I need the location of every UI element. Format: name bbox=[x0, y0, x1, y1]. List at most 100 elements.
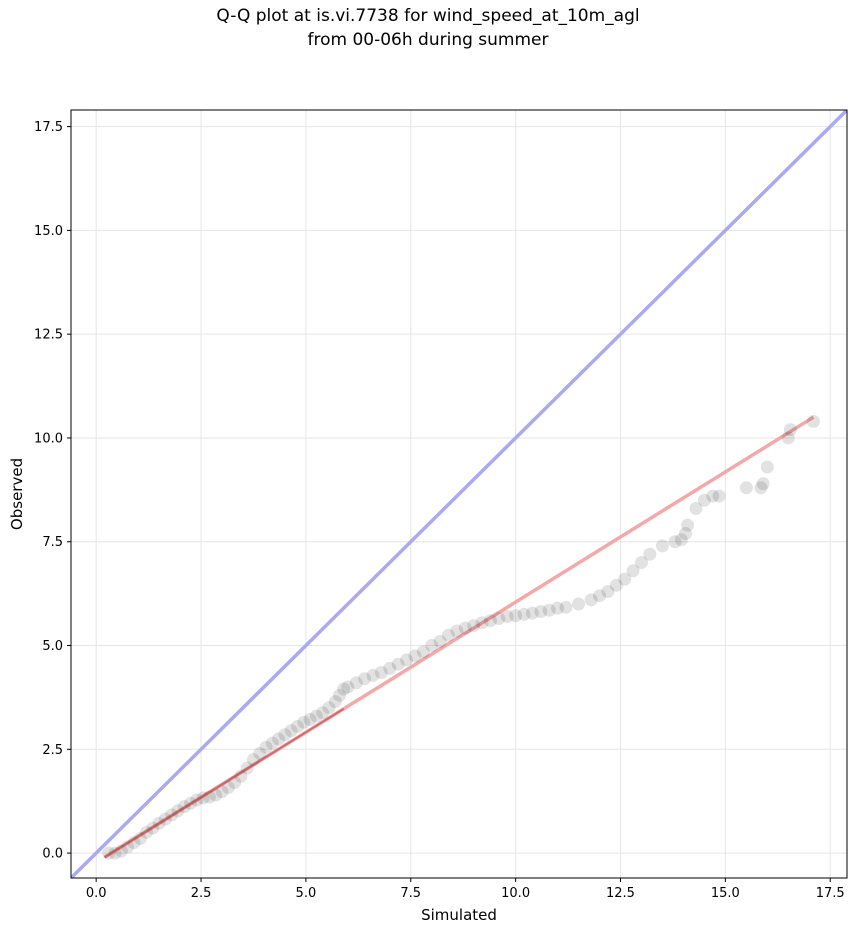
quantile-point bbox=[450, 624, 464, 638]
x-axis-label: Simulated bbox=[421, 906, 497, 924]
fit-line-dense-segment bbox=[104, 707, 345, 859]
quantile-point bbox=[525, 606, 539, 620]
quantile-point bbox=[133, 832, 147, 846]
x-tick-label: 15.0 bbox=[711, 886, 740, 901]
reference-lines bbox=[71, 110, 847, 878]
quantile-point bbox=[358, 672, 372, 686]
quantile-point bbox=[643, 547, 657, 561]
quantile-point bbox=[127, 836, 141, 850]
y-axis-label: Observed bbox=[8, 458, 26, 530]
quantile-point bbox=[609, 578, 623, 592]
quantile-point bbox=[341, 680, 355, 694]
x-tick-label: 0.0 bbox=[86, 886, 107, 901]
quantile-point bbox=[618, 572, 632, 586]
quantile-point bbox=[316, 706, 330, 720]
quantile-point bbox=[760, 460, 774, 474]
quantile-point bbox=[689, 502, 703, 516]
quantile-point bbox=[626, 564, 640, 578]
quantile-point bbox=[492, 612, 506, 626]
quantile-point bbox=[679, 526, 693, 540]
quantile-point bbox=[303, 712, 317, 726]
quantile-point bbox=[668, 535, 682, 549]
quantile-point bbox=[425, 639, 439, 653]
quantile-point bbox=[542, 603, 556, 617]
x-tick-label: 10.0 bbox=[501, 886, 530, 901]
y-tick-label: 10.0 bbox=[34, 431, 63, 446]
identity-line bbox=[71, 110, 847, 878]
x-tick-label: 12.5 bbox=[606, 886, 635, 901]
quantile-point bbox=[458, 621, 472, 635]
quantile-point bbox=[806, 414, 820, 428]
x-tick-label: 2.5 bbox=[191, 886, 212, 901]
quantile-point bbox=[712, 489, 726, 503]
quantile-point bbox=[328, 695, 342, 709]
y-tick-label: 7.5 bbox=[42, 535, 63, 550]
quantile-point bbox=[655, 539, 669, 553]
y-tick-label: 17.5 bbox=[34, 120, 63, 135]
quantile-point bbox=[706, 489, 720, 503]
quantile-point bbox=[509, 609, 523, 623]
quantile-point bbox=[467, 619, 481, 633]
quantile-point bbox=[500, 609, 514, 623]
quantile-point bbox=[297, 715, 311, 729]
quantile-points bbox=[102, 414, 820, 860]
quantile-point bbox=[272, 732, 286, 746]
quantile-point bbox=[442, 628, 456, 642]
quantile-point bbox=[278, 728, 292, 742]
quantile-point bbox=[322, 701, 336, 715]
quantile-point bbox=[291, 719, 305, 733]
quantile-point bbox=[332, 688, 346, 702]
quantile-point bbox=[366, 668, 380, 682]
quantile-point bbox=[234, 769, 248, 783]
quantile-point bbox=[349, 676, 363, 690]
quantile-point bbox=[783, 423, 797, 437]
quantile-point bbox=[781, 431, 795, 445]
quantile-point bbox=[559, 600, 573, 614]
quantile-point bbox=[374, 666, 388, 680]
quantile-point bbox=[681, 518, 695, 532]
quantile-point bbox=[601, 585, 615, 599]
quantile-point bbox=[754, 481, 768, 495]
x-tick-label: 5.0 bbox=[296, 886, 317, 901]
y-tick-label: 15.0 bbox=[34, 224, 63, 239]
quantile-point bbox=[408, 649, 422, 663]
y-tick-label: 2.5 bbox=[42, 743, 63, 758]
quantile-point bbox=[534, 604, 548, 618]
quantile-point bbox=[416, 645, 430, 659]
quantile-point bbox=[756, 477, 770, 491]
quantile-point bbox=[697, 493, 711, 507]
plot-frame bbox=[70, 109, 848, 879]
x-tick-label: 7.5 bbox=[400, 886, 421, 901]
y-tick-label: 0.0 bbox=[42, 847, 63, 862]
y-tick-label: 12.5 bbox=[34, 328, 63, 343]
quantile-point bbox=[400, 653, 414, 667]
quantile-point bbox=[253, 746, 267, 760]
quantile-point bbox=[284, 724, 298, 738]
quantile-point bbox=[593, 589, 607, 603]
quantile-point bbox=[517, 607, 531, 621]
quantile-point bbox=[209, 788, 223, 802]
quantile-point bbox=[383, 661, 397, 675]
chart-title: Q-Q plot at is.vi.7738 for wind_speed_at… bbox=[216, 6, 640, 26]
quantile-point bbox=[121, 840, 135, 854]
quantile-point bbox=[309, 709, 323, 723]
quantile-point bbox=[337, 682, 351, 696]
quantile-point bbox=[584, 593, 598, 607]
quantile-point bbox=[634, 555, 648, 569]
quantile-point bbox=[215, 785, 229, 799]
chart-subtitle: from 00-06h during summer bbox=[307, 30, 549, 50]
quantile-point bbox=[265, 736, 279, 750]
quantile-point bbox=[259, 740, 273, 754]
quantile-point bbox=[739, 481, 753, 495]
quantile-point bbox=[221, 781, 235, 795]
quantile-point bbox=[433, 634, 447, 648]
quantile-point bbox=[572, 597, 586, 611]
quantile-point bbox=[551, 601, 565, 615]
x-tick-label: 17.5 bbox=[816, 886, 845, 901]
quantile-point bbox=[475, 616, 489, 630]
quantile-point bbox=[674, 533, 688, 547]
quantile-point bbox=[483, 614, 497, 628]
axis-ticks: 0.0 2.5 5.0 7.5 10.0 12.5 15.0 17.5 0.0 2.5 5.0 7.5… bbox=[34, 120, 845, 901]
